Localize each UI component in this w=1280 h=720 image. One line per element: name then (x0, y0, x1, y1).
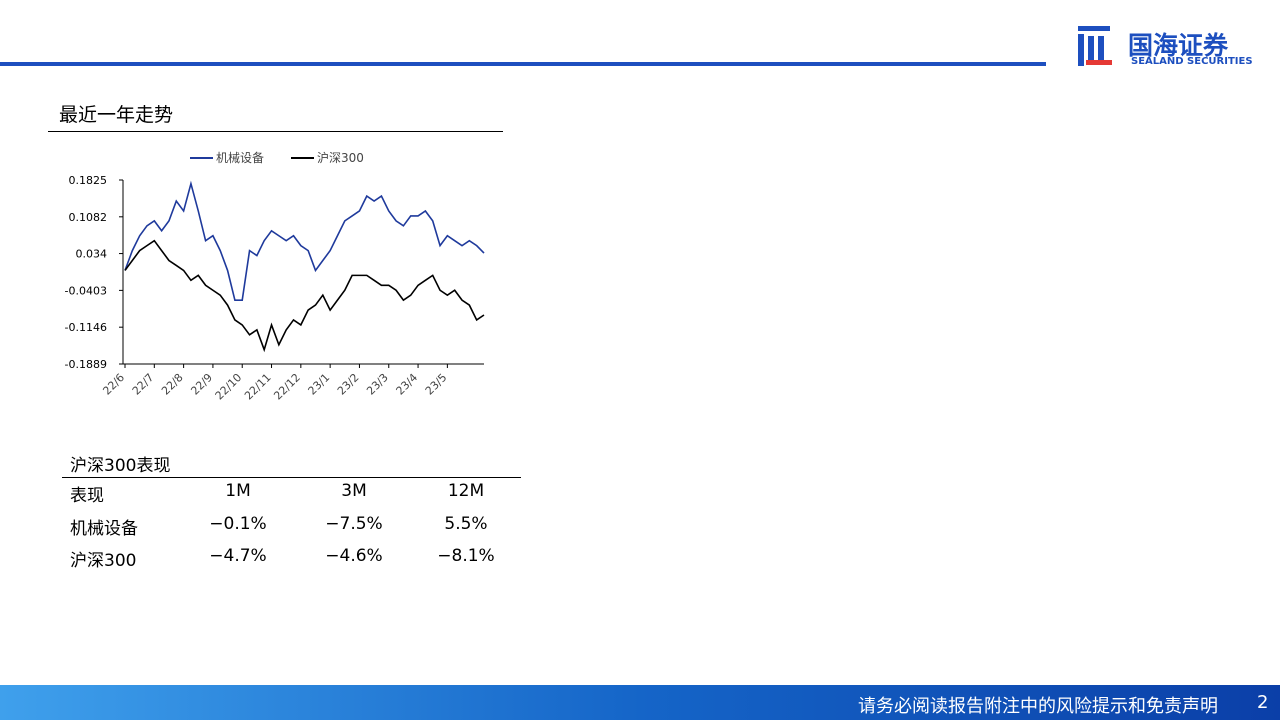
legend-label: 沪深300 (317, 151, 364, 165)
table-cell: −8.1% (437, 546, 495, 566)
y-tick-label: 0.1825 (69, 174, 108, 187)
x-tick-label: 22/7 (130, 371, 157, 398)
x-tick-label: 23/3 (364, 371, 391, 398)
x-tick-label: 22/8 (159, 371, 186, 398)
x-tick-label: 22/12 (271, 371, 303, 403)
table-cell: −4.6% (325, 546, 383, 566)
x-tick-label: 22/9 (188, 371, 215, 398)
table-cell: 沪深300 (70, 551, 137, 571)
y-tick-label: -0.0403 (65, 284, 107, 297)
x-tick-label: 23/4 (394, 371, 421, 398)
y-tick-label: -0.1146 (65, 321, 107, 334)
table-cell: 5.5% (444, 514, 488, 534)
x-tick-label: 22/6 (100, 371, 127, 398)
line-series (124, 180, 485, 301)
x-tick-label: 22/10 (213, 371, 245, 403)
x-tick-label: 23/1 (306, 371, 333, 398)
table-cell: 12M (447, 481, 485, 501)
disclaimer: 请务必阅读报告附注中的风险提示和免责声明 (858, 696, 1218, 717)
y-tick-label: -0.1889 (65, 358, 107, 371)
x-tick-label: 22/11 (242, 371, 274, 403)
table-cell: 表现 (70, 486, 104, 506)
table-cell: 机械设备 (70, 519, 138, 539)
table-cell: 3M (341, 481, 367, 501)
section-rule (48, 131, 503, 132)
table-cell: −4.7% (209, 546, 267, 566)
header-rule (0, 62, 1046, 66)
line-series (124, 239, 485, 353)
table-cell: −7.5% (325, 514, 383, 534)
table-cell: 1M (225, 481, 251, 501)
x-tick-label: 23/5 (423, 371, 450, 398)
table-cell: −0.1% (209, 514, 267, 534)
y-tick-label: 0.1082 (69, 211, 108, 224)
table-title: 沪深300表现 (70, 456, 171, 476)
section-title: 最近一年走势 (59, 104, 174, 126)
y-tick-label: 0.034 (76, 248, 108, 261)
legend-label: 机械设备 (216, 150, 264, 165)
table-rule (62, 477, 521, 478)
brand: 国海证券 (1128, 31, 1229, 60)
x-tick-label: 23/2 (335, 371, 362, 398)
brand-en: SEALAND SECURITIES (1131, 56, 1253, 67)
page-number: 2 (1257, 692, 1269, 713)
logo-icon (1078, 26, 1112, 66)
footer-bar (0, 685, 1280, 720)
chart: -0.1889 -0.1146 -0.0403 0.034 0.1082 0.1825 22… (65, 150, 485, 403)
